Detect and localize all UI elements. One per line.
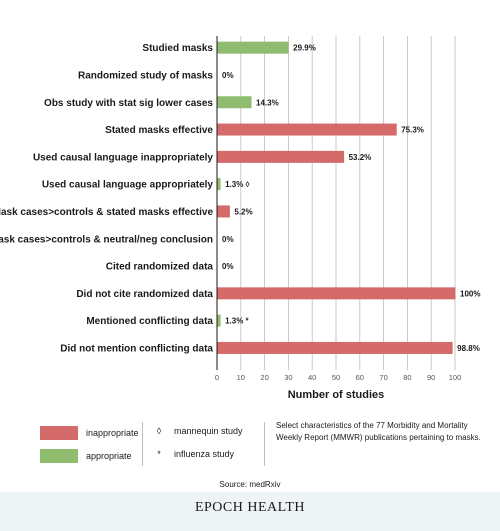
category-label: Used causal language appropriately [42, 180, 214, 191]
legend-swatch-inappropriate [40, 426, 78, 440]
x-tick-label: 60 [356, 373, 364, 382]
legend-swatch-appropriate [40, 449, 78, 463]
x-tick-label: 90 [427, 373, 435, 382]
bar [217, 205, 230, 218]
x-tick-label: 80 [403, 373, 411, 382]
legend-item-appropriate: appropriate [40, 449, 132, 463]
bar-chart: 0 10 20 30 40 50 60 70 80 90 100 Studied masks 29.9%… [0, 36, 480, 401]
category-label: Mentioned conflicting data [86, 316, 213, 327]
bar [217, 123, 397, 136]
category-label: Did not mention conflicting data [60, 343, 213, 354]
brand-bar [0, 492, 500, 531]
brand-logo: EPOCH HEALTH [194, 500, 306, 515]
legend: inappropriate appropriate ◊ mannequin st… [0, 418, 500, 468]
category-label: Obs study with stat sig lower cases [44, 98, 213, 109]
legend-divider [142, 422, 143, 466]
value-label: 98.8% [457, 344, 480, 353]
value-label: 100% [460, 289, 480, 298]
x-tick-label: 0 [215, 373, 219, 382]
value-label: 0% [222, 262, 234, 271]
value-label: 1.3% * [225, 317, 249, 326]
bar [217, 314, 221, 327]
category-label: Did not cite randomized data [76, 289, 213, 300]
category-label: Stated masks effective [105, 125, 213, 136]
category-label: Cited randomized data [106, 262, 214, 273]
value-label: 5.2% [234, 207, 252, 216]
value-label: 75.3% [401, 126, 424, 135]
x-tick-label: 70 [379, 373, 387, 382]
value-label: 0% [222, 235, 234, 244]
diamond-icon: ◊ [156, 426, 162, 436]
legend-label-inappropriate: inappropriate [86, 428, 139, 438]
value-label: 14.3% [256, 98, 279, 107]
bar [217, 287, 456, 300]
x-tick-label: 10 [237, 373, 245, 382]
x-axis-title: Number of studies [288, 389, 385, 401]
bar [217, 96, 252, 109]
x-tick-label: 30 [284, 373, 292, 382]
legend-note: Select characteristics of the 77 Morbidi… [276, 421, 481, 442]
category-label: Randomized study of masks [78, 70, 213, 81]
value-label: 29.9% [293, 44, 316, 53]
legend-divider [264, 422, 265, 466]
legend-label-mannequin: mannequin study [174, 426, 243, 436]
category-label: Mask cases>controls & neutral/neg conclu… [0, 234, 213, 245]
legend-label-influenza: influenza study [174, 449, 235, 459]
value-label: 1.3% ◊ [225, 180, 249, 189]
bar [217, 150, 345, 163]
x-tick-label: 100 [449, 373, 462, 382]
x-tick-label: 40 [308, 373, 316, 382]
x-tick-label: 50 [332, 373, 340, 382]
bar [217, 41, 289, 54]
value-label: 53.2% [349, 153, 372, 162]
x-tick-label: 20 [260, 373, 268, 382]
category-label: Mask cases>controls & stated masks effec… [0, 207, 213, 218]
legend-item-mannequin: ◊ mannequin study [152, 426, 243, 436]
legend-item-influenza: * influenza study [152, 449, 234, 459]
legend-item-inappropriate: inappropriate [40, 426, 139, 440]
legend-label-appropriate: appropriate [86, 451, 132, 461]
category-label: Studied masks [142, 43, 213, 54]
asterisk-icon: * [157, 449, 161, 459]
bar [217, 178, 221, 191]
category-label: Used causal language inappropriately [33, 152, 213, 163]
bar [217, 341, 453, 354]
value-label: 0% [222, 71, 234, 80]
source-credit: Source: medRxiv [219, 480, 281, 489]
